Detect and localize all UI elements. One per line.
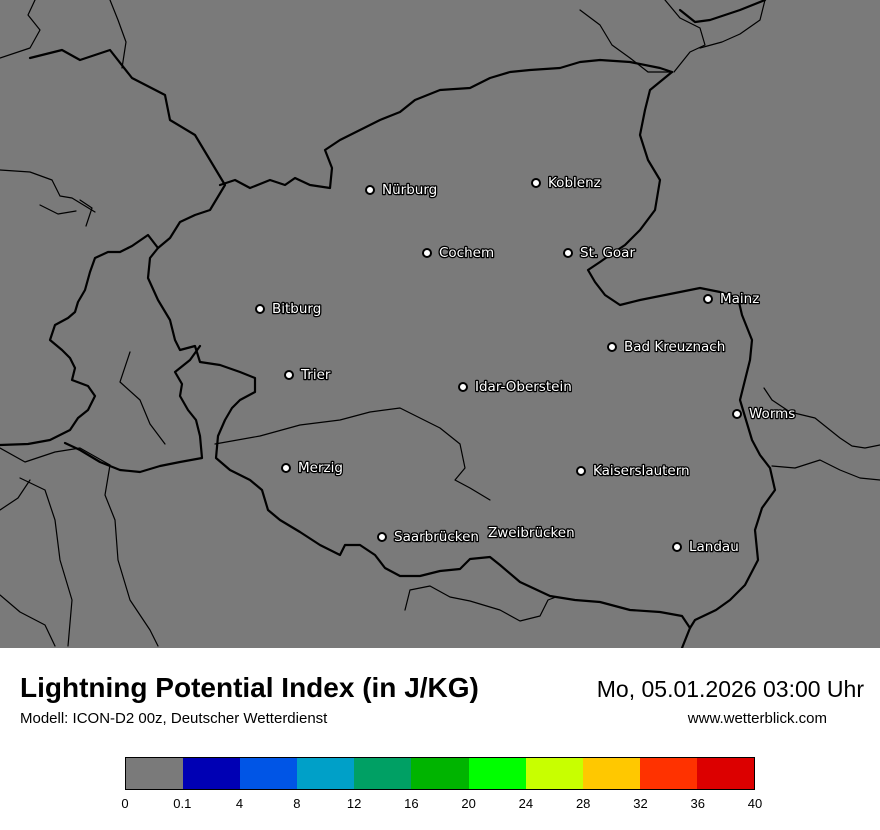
legend-tick-label: 32: [633, 796, 648, 811]
city-marker-idar-oberstein: [458, 382, 468, 392]
legend-tick-label: 0: [121, 796, 129, 811]
legend-swatch: [183, 758, 241, 789]
city-marker-worms: [732, 409, 742, 419]
city-label-st-goar: St. Goar: [580, 245, 635, 261]
legend-swatch: [240, 758, 298, 789]
city-label-merzig: Merzig: [298, 460, 343, 476]
legend-tick-label: 40: [747, 796, 763, 811]
legend-swatch: [354, 758, 412, 789]
legend-tick-label: 36: [690, 796, 705, 811]
city-marker-koblenz: [531, 178, 541, 188]
city-marker-nürburg: [365, 185, 375, 195]
color-legend: [125, 757, 755, 790]
city-label-bad-kreuznach: Bad Kreuznach: [624, 339, 725, 355]
city-label-kaiserslautern: Kaiserslautern: [593, 463, 690, 479]
legend-swatch: [582, 758, 640, 789]
city-marker-kaiserslautern: [576, 466, 586, 476]
legend-swatch: [696, 758, 755, 789]
legend-swatch: [639, 758, 697, 789]
city-marker-trier: [284, 370, 294, 380]
model-subtitle: Modell: ICON-D2 00z, Deutscher Wetterdie…: [20, 710, 328, 727]
city-marker-merzig: [281, 463, 291, 473]
forecast-datetime: Mo, 05.01.2026 03:00 Uhr: [596, 676, 864, 702]
map-panel: Nürburg Koblenz Cochem St. Goar Mainz Bitburg…: [0, 0, 880, 648]
legend-swatch: [411, 758, 469, 789]
city-label-nürburg: Nürburg: [382, 182, 437, 198]
city-marker-saarbrücken: [377, 532, 387, 542]
city-label-idar-oberstein: Idar-Oberstein: [475, 379, 572, 395]
city-label-worms: Worms: [749, 406, 795, 422]
city-label-bitburg: Bitburg: [272, 301, 321, 317]
city-marker-cochem: [422, 248, 432, 258]
legend-tick-label: 0.1: [173, 796, 192, 811]
legend-tick-label: 24: [518, 796, 534, 811]
legend-swatch: [525, 758, 583, 789]
state-borders: [0, 0, 777, 648]
map-background: [0, 0, 880, 648]
legend-tick-label: 4: [235, 796, 244, 811]
city-label-landau: Landau: [689, 539, 739, 555]
city-layer: Nürburg Koblenz Cochem St. Goar Mainz Bitburg…: [255, 174, 797, 556]
legend-tick-label: 12: [346, 796, 362, 811]
chart-title: Lightning Potential Index (in J/KG): [20, 672, 479, 703]
legend-ticks: 0 0.1 4 8 12 16 20 24 28 32 36 40: [121, 796, 762, 812]
regional-borders: [0, 0, 880, 647]
city-marker-landau: [672, 542, 682, 552]
city-label-koblenz: Koblenz: [548, 175, 601, 191]
legend-swatch: [126, 758, 184, 789]
website-label: www.wetterblick.com: [687, 710, 827, 727]
legend-tick-label: 20: [461, 796, 476, 811]
city-label-trier: Trier: [300, 367, 331, 383]
city-marker-mainz: [703, 294, 713, 304]
city-label-zweibrücken: Zweibrücken: [488, 525, 575, 541]
city-label-mainz: Mainz: [720, 291, 759, 307]
legend-tick-label: 16: [404, 796, 419, 811]
legend-swatch: [297, 758, 355, 789]
city-marker-st-goar: [563, 248, 573, 258]
city-marker-bitburg: [255, 304, 265, 314]
legend-swatch: [468, 758, 526, 789]
map-svg: Nürburg Koblenz Cochem St. Goar Mainz Bitburg…: [0, 0, 880, 648]
legend-tick-label: 8: [293, 796, 301, 811]
legend-tick-label: 28: [575, 796, 591, 811]
city-marker-bad-kreuznach: [607, 342, 617, 352]
city-label-saarbrücken: Saarbrücken: [394, 529, 479, 545]
city-label-cochem: Cochem: [439, 245, 494, 261]
